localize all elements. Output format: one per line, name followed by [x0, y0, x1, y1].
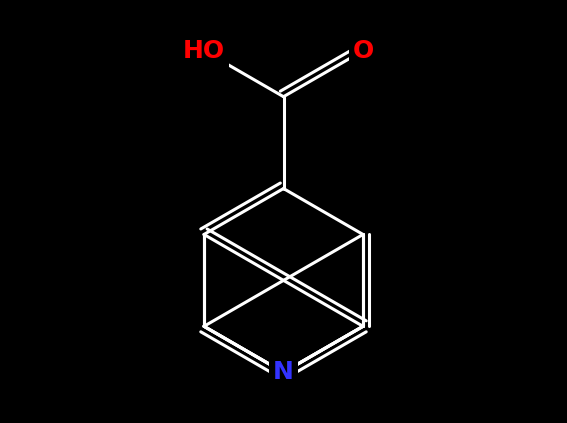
Text: O: O	[353, 39, 374, 63]
Text: N: N	[273, 360, 294, 384]
Text: HO: HO	[183, 39, 225, 63]
